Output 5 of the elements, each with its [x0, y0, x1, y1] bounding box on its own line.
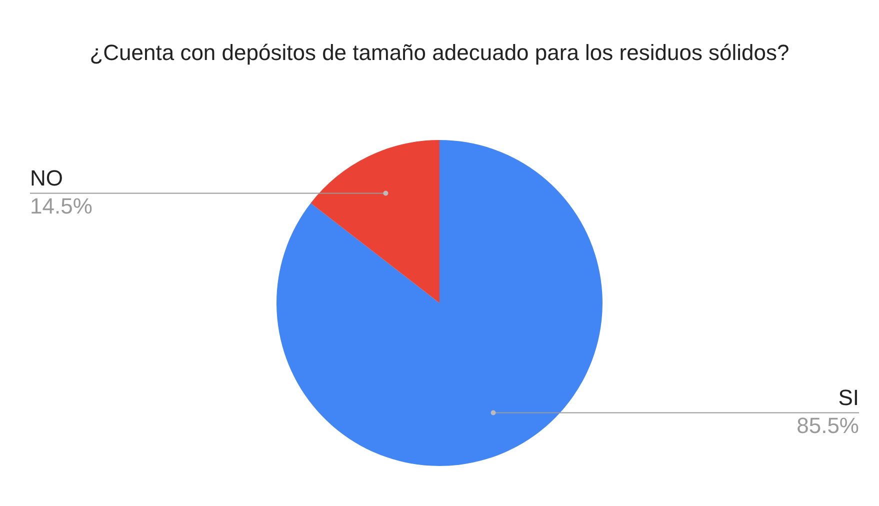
chart-title: ¿Cuenta con depósitos de tamaño adecuado para los residuos sólidos? [88, 40, 790, 66]
slice-label: SI [838, 384, 859, 410]
data-label: 14.5% [30, 193, 92, 218]
slice-label: NO [30, 165, 63, 190]
data-label: 85.5% [796, 412, 859, 438]
